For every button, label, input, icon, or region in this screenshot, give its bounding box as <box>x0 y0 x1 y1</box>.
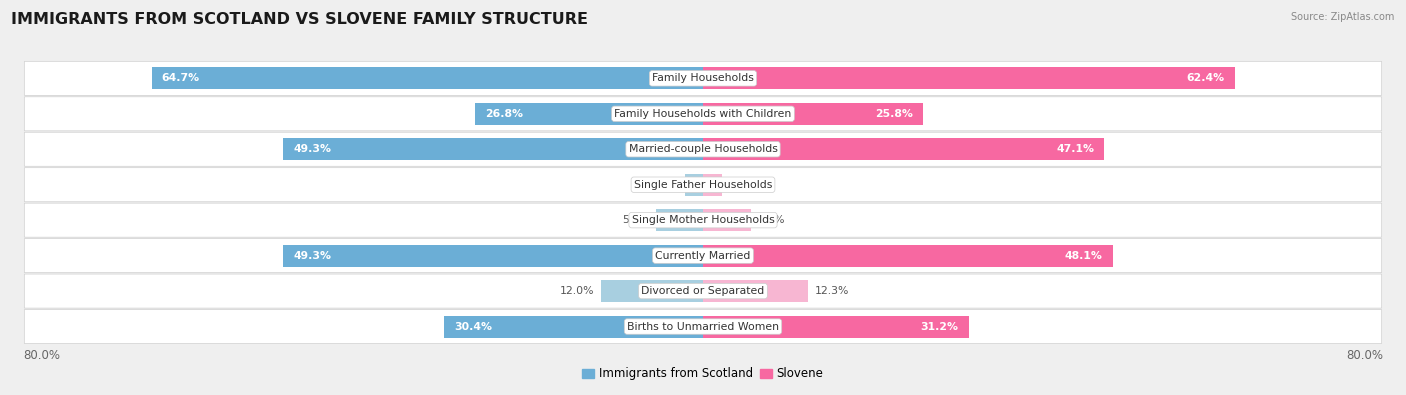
Text: 49.3%: 49.3% <box>292 250 330 261</box>
Text: 5.5%: 5.5% <box>621 215 650 225</box>
Text: 47.1%: 47.1% <box>1056 144 1094 154</box>
Text: Divorced or Separated: Divorced or Separated <box>641 286 765 296</box>
Text: 80.0%: 80.0% <box>22 348 60 361</box>
Text: 49.3%: 49.3% <box>292 144 330 154</box>
Text: 80.0%: 80.0% <box>1346 348 1384 361</box>
FancyBboxPatch shape <box>24 239 1382 273</box>
Text: 2.2%: 2.2% <box>728 180 756 190</box>
Text: 31.2%: 31.2% <box>921 322 959 331</box>
Bar <box>152 68 703 89</box>
FancyBboxPatch shape <box>24 203 1382 237</box>
Text: Currently Married: Currently Married <box>655 250 751 261</box>
Bar <box>703 280 808 302</box>
FancyBboxPatch shape <box>24 168 1382 202</box>
Bar <box>283 138 703 160</box>
Text: 5.6%: 5.6% <box>758 215 785 225</box>
Text: 48.1%: 48.1% <box>1064 250 1102 261</box>
FancyBboxPatch shape <box>24 274 1382 308</box>
Text: Single Mother Households: Single Mother Households <box>631 215 775 225</box>
Text: 30.4%: 30.4% <box>454 322 492 331</box>
Bar <box>657 209 703 231</box>
Text: 62.4%: 62.4% <box>1187 73 1225 83</box>
Bar <box>283 245 703 267</box>
Bar <box>703 245 1114 267</box>
Text: Family Households with Children: Family Households with Children <box>614 109 792 119</box>
Bar <box>703 209 751 231</box>
Bar <box>703 138 1105 160</box>
Text: 2.1%: 2.1% <box>651 180 678 190</box>
Bar <box>685 174 703 196</box>
Text: Single Father Households: Single Father Households <box>634 180 772 190</box>
Text: Source: ZipAtlas.com: Source: ZipAtlas.com <box>1291 12 1395 22</box>
Text: 64.7%: 64.7% <box>162 73 200 83</box>
Bar <box>475 103 703 125</box>
FancyBboxPatch shape <box>24 97 1382 131</box>
FancyBboxPatch shape <box>24 310 1382 344</box>
Bar <box>703 68 1234 89</box>
Bar <box>600 280 703 302</box>
Text: Births to Unmarried Women: Births to Unmarried Women <box>627 322 779 331</box>
Text: Family Households: Family Households <box>652 73 754 83</box>
Text: 12.0%: 12.0% <box>560 286 593 296</box>
Bar <box>703 174 721 196</box>
Text: Married-couple Households: Married-couple Households <box>628 144 778 154</box>
Text: 26.8%: 26.8% <box>485 109 523 119</box>
FancyBboxPatch shape <box>24 132 1382 166</box>
FancyBboxPatch shape <box>24 61 1382 95</box>
Bar <box>444 316 703 337</box>
Text: 12.3%: 12.3% <box>814 286 849 296</box>
Legend: Immigrants from Scotland, Slovene: Immigrants from Scotland, Slovene <box>578 363 828 385</box>
Text: 25.8%: 25.8% <box>875 109 912 119</box>
Bar <box>703 103 922 125</box>
Bar <box>703 316 969 337</box>
Text: IMMIGRANTS FROM SCOTLAND VS SLOVENE FAMILY STRUCTURE: IMMIGRANTS FROM SCOTLAND VS SLOVENE FAMI… <box>11 12 588 27</box>
